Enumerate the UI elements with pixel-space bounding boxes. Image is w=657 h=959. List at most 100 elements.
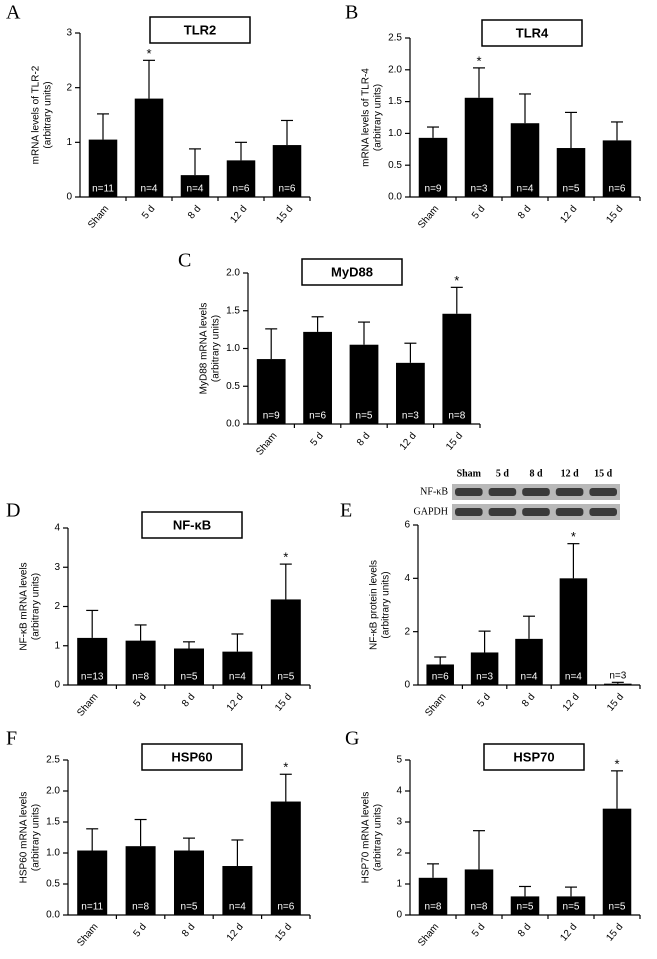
n-label: n=6	[432, 672, 449, 683]
blot-band	[522, 488, 550, 496]
panel-letter: B	[345, 2, 358, 24]
y-tick-label: 2.0	[46, 786, 60, 797]
y-axis-label: (arbitrary units)	[31, 573, 42, 640]
error-bar	[434, 656, 447, 665]
bar	[256, 359, 286, 424]
x-tick-label: 5 d	[132, 922, 149, 940]
bar	[418, 877, 448, 915]
y-tick-label: 0.5	[388, 160, 402, 171]
bar	[134, 98, 164, 197]
n-label: n=8	[132, 902, 149, 913]
y-axis-label: NF-κB mRNA levels	[19, 562, 30, 650]
error-bar	[450, 286, 463, 314]
bar	[272, 145, 302, 197]
blot-lane-label: 5 d	[496, 468, 510, 479]
y-tick-label: 1.0	[226, 343, 240, 354]
error-bar	[478, 630, 491, 653]
error-bar	[611, 681, 624, 684]
x-tick-label: Sham	[416, 922, 441, 949]
n-label: n=5	[517, 902, 534, 913]
bar	[510, 123, 540, 197]
n-label: n=4	[229, 902, 246, 913]
title-box	[481, 19, 583, 47]
bar	[602, 140, 632, 197]
x-tick-label: 12 d	[228, 204, 249, 226]
n-label: n=3	[476, 672, 493, 683]
bar	[426, 664, 454, 685]
x-tick-label: 12 d	[398, 431, 419, 453]
x-tick-label: 12 d	[225, 922, 246, 944]
x-tick-label: 15 d	[274, 204, 295, 226]
y-tick-label: 2	[404, 626, 410, 637]
significance-marker: *	[283, 760, 288, 775]
y-tick-label: 0.5	[226, 381, 240, 392]
significance-marker: *	[571, 529, 576, 544]
error-bar	[427, 863, 439, 878]
blot-band	[589, 488, 617, 496]
y-axis-label: (arbitrary units)	[31, 804, 42, 871]
y-axis-label: (arbitrary units)	[373, 84, 384, 151]
y-tick-label: 0	[404, 680, 410, 691]
y-tick-label: 2.0	[388, 64, 402, 75]
panel-letter: A	[6, 2, 21, 24]
n-label: n=4	[565, 672, 582, 683]
blot-band	[522, 508, 550, 516]
error-bar	[86, 609, 99, 638]
error-bar	[358, 321, 370, 345]
x-tick-label: 8 d	[355, 431, 372, 449]
x-tick-label: 8 d	[520, 692, 537, 710]
chart-title: NF-κB	[173, 517, 211, 532]
bar	[77, 850, 108, 915]
y-tick-label: 3	[66, 28, 72, 39]
n-label: n=9	[425, 184, 442, 195]
x-tick-label: Sham	[75, 922, 100, 949]
y-axis-label: HSP70 mRNA levels	[361, 792, 372, 884]
x-tick-label: 5 d	[476, 692, 493, 710]
x-tick-label: 15 d	[444, 431, 465, 453]
error-bar	[311, 316, 324, 332]
blot-band	[488, 508, 517, 516]
title-box	[301, 258, 403, 286]
error-bar	[86, 828, 99, 851]
significance-marker: *	[283, 550, 288, 565]
x-tick-label: 12 d	[558, 922, 579, 944]
n-label: n=8	[132, 672, 149, 683]
y-tick-label: 1	[66, 137, 72, 148]
bar	[556, 148, 586, 197]
n-label: n=5	[609, 902, 626, 913]
y-tick-label: 2	[66, 82, 72, 93]
n-label: n=5	[356, 411, 373, 422]
chart-title: TLR2	[184, 22, 217, 37]
bar	[125, 640, 156, 685]
error-bar	[523, 615, 535, 639]
y-axis-label: NF-κB protein levels	[369, 560, 380, 650]
blot-band	[555, 508, 584, 516]
n-label: n=8	[425, 902, 442, 913]
significance-marker: *	[146, 46, 151, 61]
x-tick-label: 8 d	[186, 204, 203, 222]
y-tick-label: 0	[54, 680, 60, 691]
x-tick-label: Sham	[75, 692, 100, 719]
x-tick-label: 15 d	[605, 692, 626, 714]
x-tick-label: 12 d	[561, 692, 582, 714]
n-label: n=11	[81, 902, 103, 913]
n-label: n=6	[277, 902, 294, 913]
chart-title: TLR4	[516, 25, 549, 40]
bar	[349, 344, 379, 424]
panel-letter: F	[6, 728, 17, 750]
y-tick-label: 2	[396, 848, 402, 859]
chart-title: HSP70	[513, 749, 554, 764]
n-label: n=5	[563, 902, 580, 913]
y-tick-label: 0	[66, 192, 72, 203]
bar	[464, 97, 494, 197]
y-tick-label: 2	[54, 601, 60, 612]
bar	[222, 651, 253, 685]
error-bar	[279, 563, 292, 600]
x-tick-label: 5 d	[470, 922, 487, 940]
y-tick-label: 2.0	[226, 268, 240, 279]
n-label: n=3	[402, 411, 419, 422]
error-bar	[611, 121, 623, 141]
error-bar	[189, 148, 201, 176]
error-bar	[473, 830, 485, 870]
